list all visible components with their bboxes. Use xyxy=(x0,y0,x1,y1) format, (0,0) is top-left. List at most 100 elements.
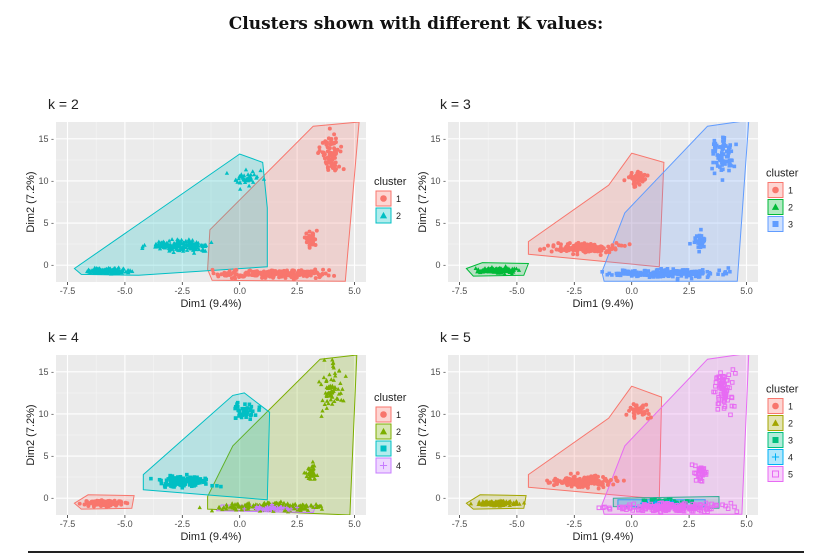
legend-label-1: 1 xyxy=(396,410,401,420)
cluster-1-point xyxy=(645,173,650,178)
cluster-1-point xyxy=(631,410,636,415)
cluster-3-point xyxy=(711,160,715,165)
cluster-2-point xyxy=(320,408,325,413)
cluster-1-point xyxy=(310,235,315,240)
cluster-2-hull xyxy=(207,355,358,515)
cluster-1-point xyxy=(233,276,238,281)
cluster-3-point xyxy=(724,144,728,148)
y-tick-label: 0 - xyxy=(43,493,54,503)
cluster-4-points xyxy=(242,502,300,513)
cluster-3-point xyxy=(696,239,701,243)
cluster-1-point xyxy=(627,408,632,413)
cluster-2-point xyxy=(92,265,97,270)
cluster-2-point xyxy=(119,268,124,273)
cluster-2-point xyxy=(308,471,314,476)
cluster-2-point xyxy=(339,397,344,402)
cluster-3-point xyxy=(685,268,690,272)
cluster-2-point xyxy=(506,266,512,271)
cluster-5-point xyxy=(728,412,733,418)
cluster-1-point xyxy=(575,477,580,482)
cluster-2-point xyxy=(304,474,309,479)
cluster-3-point xyxy=(697,233,702,238)
cluster-1-point xyxy=(96,500,101,505)
cluster-2-point xyxy=(239,172,244,177)
cluster-2-point xyxy=(257,508,263,513)
cluster-2-point xyxy=(324,379,329,383)
cluster-1-point xyxy=(643,177,648,182)
cluster-3-point xyxy=(178,479,182,484)
cluster-2-point xyxy=(109,270,114,275)
cluster-2-point xyxy=(179,237,184,242)
cluster-1-point xyxy=(323,160,328,165)
cluster-3-point xyxy=(633,272,637,277)
cluster-1-point xyxy=(601,485,606,490)
chart-panel-k3: k = 3 -7.5 -5.0 -2.5 0.0 2.5 5.0 0 - 5 - 10 - 15 -… xyxy=(417,96,799,310)
cluster-2-point xyxy=(321,375,327,380)
cluster-1-point xyxy=(630,174,635,179)
cluster-3-point xyxy=(670,272,674,276)
cluster-5-point xyxy=(693,478,699,483)
panel-title: k = 5 xyxy=(440,329,471,345)
cluster-5-point xyxy=(728,500,734,506)
cluster-2-point xyxy=(121,266,126,271)
cluster-2-points xyxy=(473,264,522,276)
cluster-3-point xyxy=(697,272,702,277)
cluster-3-point xyxy=(679,274,684,278)
cluster-3-point xyxy=(692,269,697,274)
cluster-1-point xyxy=(304,274,309,279)
cluster-1-point xyxy=(634,408,639,413)
cluster-3-point xyxy=(715,153,720,157)
cluster-3-hull xyxy=(142,392,271,501)
cluster-1-point xyxy=(313,267,318,272)
cluster-4-point xyxy=(275,506,280,511)
cluster-2-point xyxy=(324,398,330,403)
cluster-2-point xyxy=(172,243,177,248)
cluster-3-point xyxy=(726,266,731,270)
cluster-5-point xyxy=(720,502,725,508)
cluster-5-point xyxy=(696,468,702,473)
legend-symbol-5 xyxy=(772,470,779,478)
cluster-2-point xyxy=(326,390,332,395)
cluster-3-point xyxy=(244,408,249,413)
cluster-5-point xyxy=(714,503,719,508)
legend-symbol-2 xyxy=(379,427,388,435)
cluster-1-point xyxy=(610,243,615,248)
chart-panel-k2: k = 2 -7.5 -5.0 -2.5 0.0 2.5 5.0 0 - 5 - 10 - 15 -… xyxy=(25,96,407,310)
cluster-2-point xyxy=(480,268,485,273)
cluster-3-point xyxy=(170,474,175,478)
legend-title: cluster xyxy=(374,176,407,188)
cluster-5-point xyxy=(653,504,659,509)
x-tick-label: 5.0 xyxy=(348,286,361,296)
cluster-1-point xyxy=(313,276,318,281)
cluster-3-point xyxy=(721,152,726,157)
cluster-3-point xyxy=(166,477,171,481)
cluster-5-point xyxy=(733,371,738,376)
cluster-1-point xyxy=(624,412,629,417)
cluster-5-point xyxy=(695,473,701,478)
cluster-1-point xyxy=(627,242,632,247)
legend-title: cluster xyxy=(374,392,407,404)
cluster-5-point xyxy=(716,401,722,406)
cluster-3-point xyxy=(727,161,731,166)
cluster-3-point xyxy=(250,409,255,413)
cluster-1-point xyxy=(260,275,265,280)
cluster-3-point xyxy=(162,484,167,488)
cluster-2-point xyxy=(311,463,317,468)
cluster-1-point xyxy=(645,408,650,413)
cluster-3-point xyxy=(176,475,180,479)
cluster-3-point xyxy=(638,270,643,275)
cluster-3-point xyxy=(693,236,697,240)
x-axis-label: Dim1 (9.4%) xyxy=(180,298,241,310)
cluster-3-point xyxy=(711,142,716,147)
cluster-2-point xyxy=(309,473,314,478)
cluster-3-point xyxy=(699,227,703,232)
cluster-5-point xyxy=(734,509,740,514)
cluster-1-point xyxy=(604,249,609,254)
cluster-3-point xyxy=(247,402,252,407)
x-tick-label: 0.0 xyxy=(625,519,638,529)
legend-symbol-4 xyxy=(379,461,388,470)
cluster-1-point xyxy=(327,268,332,273)
y-tick-label: 0 - xyxy=(435,260,446,270)
cluster-1-point xyxy=(339,144,344,149)
axes: -7.5 -5.0 -2.5 0.0 2.5 5.0 0 - 5 - 10 - 15 - Dim1 … xyxy=(25,134,361,310)
